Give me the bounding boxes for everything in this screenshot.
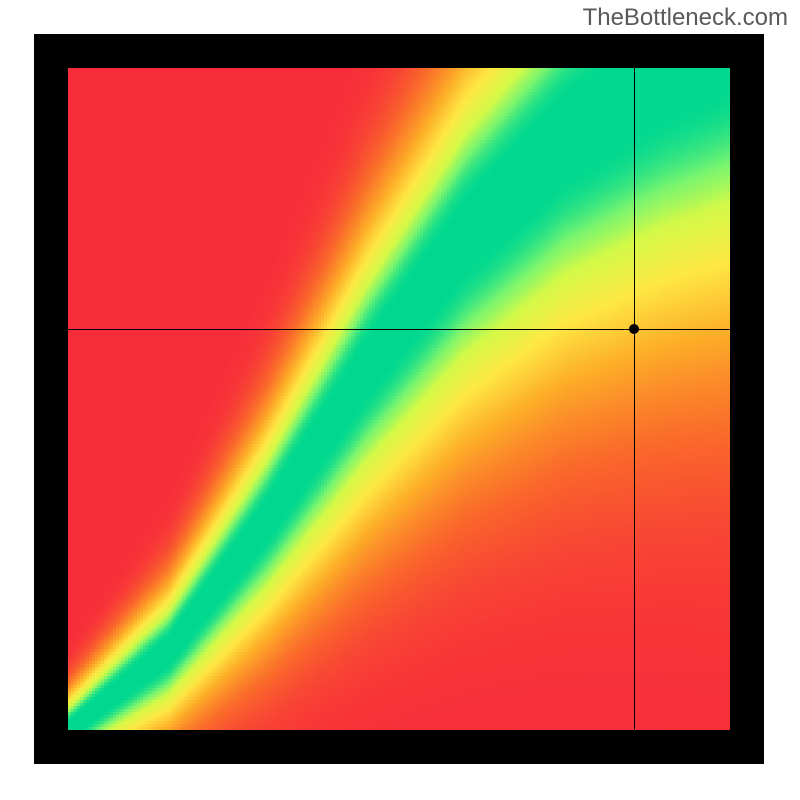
crosshair-vertical — [634, 34, 635, 764]
crosshair-marker — [629, 324, 639, 334]
crosshair-horizontal — [34, 329, 764, 330]
watermark-text: TheBottleneck.com — [583, 4, 788, 32]
plot-area — [34, 34, 764, 764]
heatmap-canvas — [68, 68, 730, 730]
chart-container: TheBottleneck.com — [0, 0, 800, 800]
